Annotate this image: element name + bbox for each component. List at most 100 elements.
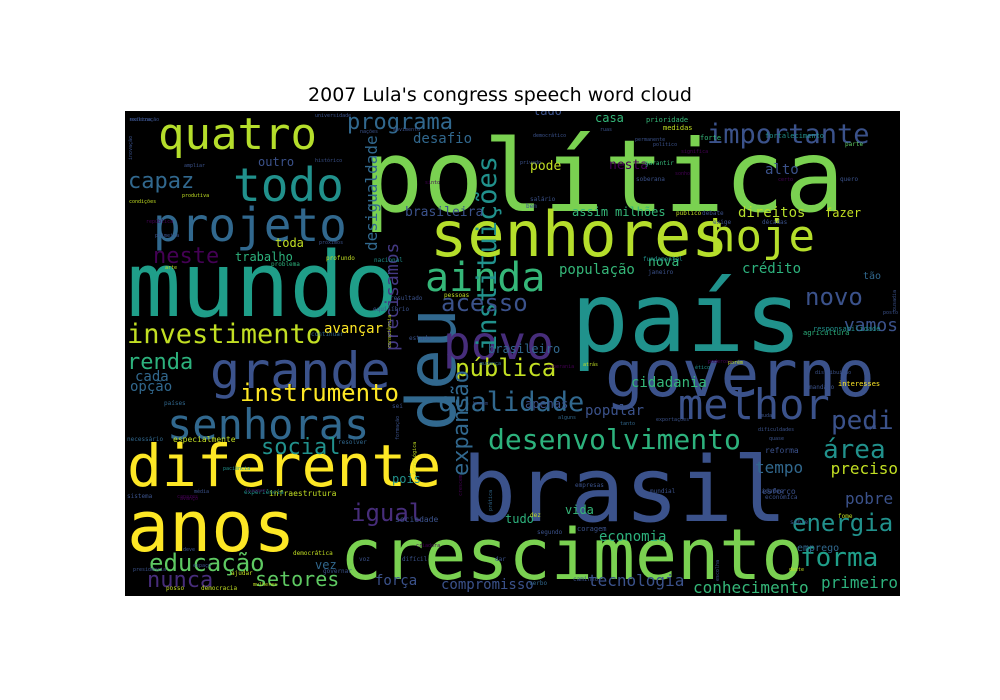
word-mundial: mundial (650, 488, 676, 495)
word-senhoras: senhoras (167, 400, 369, 449)
word-grande: grande (210, 342, 391, 400)
word-qualidade: qualidade (438, 387, 584, 418)
word-tecnológica: tecnológica (411, 442, 418, 475)
word-garantir: garantir (645, 160, 674, 167)
word-forte: forte (700, 134, 721, 142)
word-alguns: alguns (558, 415, 576, 421)
word-fazer: fazer (825, 206, 861, 220)
word-resultado: resultado (390, 295, 423, 302)
word-fome: fome (838, 513, 853, 520)
word-pois: pois (392, 472, 421, 486)
word-governo: governo (605, 338, 875, 412)
word-nesta: nesta (609, 158, 648, 173)
word-pessoas: pessoas (444, 292, 470, 299)
word-histórico: histórico (315, 157, 342, 164)
word-continuar: continuar (311, 331, 344, 338)
word-democrática: democrática (293, 550, 333, 557)
word-profundo: profundo (326, 255, 355, 262)
word-presidência: presidência (133, 566, 166, 573)
word-emprego: emprego (797, 543, 839, 554)
word-cloud: políticapaísmundobrasilcrescimentoanosde… (125, 111, 900, 596)
word-formação: formação (395, 416, 401, 440)
word-média: média (194, 488, 209, 495)
word-mundo: mundo (127, 233, 398, 338)
word-difícil: difícil (402, 556, 428, 563)
cloud-background (125, 111, 900, 596)
word-arte: arte (165, 265, 177, 271)
word-fundamental: fundamental (643, 256, 683, 263)
word-opção: opção (130, 379, 172, 395)
word-milhões: milhões (615, 205, 666, 219)
word-popular: popular (585, 403, 644, 419)
word-deve: deve (183, 547, 195, 553)
word-realização: realização (129, 117, 159, 123)
word-interesses: interesses (838, 380, 880, 388)
word-desenvolvimento: desenvolvimento (488, 423, 741, 456)
word-janeiro: janeiro (648, 269, 674, 276)
word-anos: anos (127, 486, 296, 568)
word-prática: prática (487, 490, 494, 511)
word-soberana: soberana (636, 176, 665, 183)
word-salário: salário (530, 196, 556, 203)
word-todo: todo (233, 158, 344, 212)
word-político: político (653, 141, 677, 148)
word-ruas: ruas (600, 127, 612, 133)
word-investimento: investimento (127, 319, 322, 350)
word-permanente: permanente (635, 137, 665, 143)
word-nunca: nunca (147, 568, 213, 593)
word-nova: nova (648, 255, 679, 270)
word-experiência: experiência (244, 489, 284, 496)
word-república: república (146, 218, 173, 225)
word-privado: privado (520, 160, 541, 166)
word-fortalecimento: fortalecimento (765, 132, 824, 140)
word-necessário: necessário (127, 436, 164, 443)
word-força: força (375, 573, 417, 589)
word-vamos: vamos (844, 315, 898, 336)
word-tanto: tanto (620, 421, 635, 427)
word-atrás: atrás (583, 361, 598, 368)
word-desigualdade: desigualdade (362, 135, 381, 251)
word-esforço: esforço (762, 487, 796, 496)
word-coragem: coragem (577, 525, 607, 533)
word-expansão: expansão (449, 370, 474, 476)
word-desafio: desafio (413, 131, 472, 147)
word-hoje: hoje (709, 211, 815, 262)
word-área: área (823, 435, 886, 465)
word-avanço: avanço (180, 496, 198, 502)
word-mudança: mudança (480, 361, 501, 367)
word-externa: externa (130, 117, 151, 123)
word-apenas: apenas (525, 397, 568, 411)
word-ainda: ainda (425, 255, 545, 301)
word-significa: significa (681, 149, 708, 155)
word-vez: vez (315, 558, 337, 572)
word-posto: posto (883, 310, 898, 316)
word-pedi: pedi (831, 406, 894, 436)
word-primeira: primeira (155, 233, 179, 239)
word-capaz: capaz (128, 169, 194, 194)
word-certo: certo (778, 177, 793, 183)
word-especialmente: especialmente (173, 435, 236, 444)
word-novo: novo (805, 283, 863, 311)
word-forma: forma (800, 543, 878, 573)
word-exportações: exportações (656, 417, 689, 423)
word-crescimento: crescimento (340, 514, 804, 596)
word-movimento: movimento (393, 127, 420, 133)
word-escolha: escolha (715, 560, 721, 581)
word-conhecimento: conhecimento (693, 578, 809, 596)
word-criadora: criadora (416, 543, 440, 549)
word-produtiva: produtiva (182, 193, 209, 199)
word-verbo: verbo (529, 580, 547, 587)
word-economia: economia (599, 529, 666, 545)
word-nações: nações (360, 129, 378, 135)
word-resolver: resolver (338, 439, 367, 446)
word-alto: alto (765, 162, 799, 178)
word-dez: dez (530, 512, 541, 519)
word-público: público (676, 210, 702, 217)
word-medidas: medidas (663, 124, 693, 132)
word-país: país (571, 262, 802, 374)
word-econômica: econômica (765, 494, 798, 501)
word-democrático: democrático (533, 132, 566, 139)
word-infraestrutura: infraestrutura (269, 489, 337, 498)
word-posso: posso (166, 585, 184, 592)
word-sociedade: sociedade (395, 515, 439, 524)
